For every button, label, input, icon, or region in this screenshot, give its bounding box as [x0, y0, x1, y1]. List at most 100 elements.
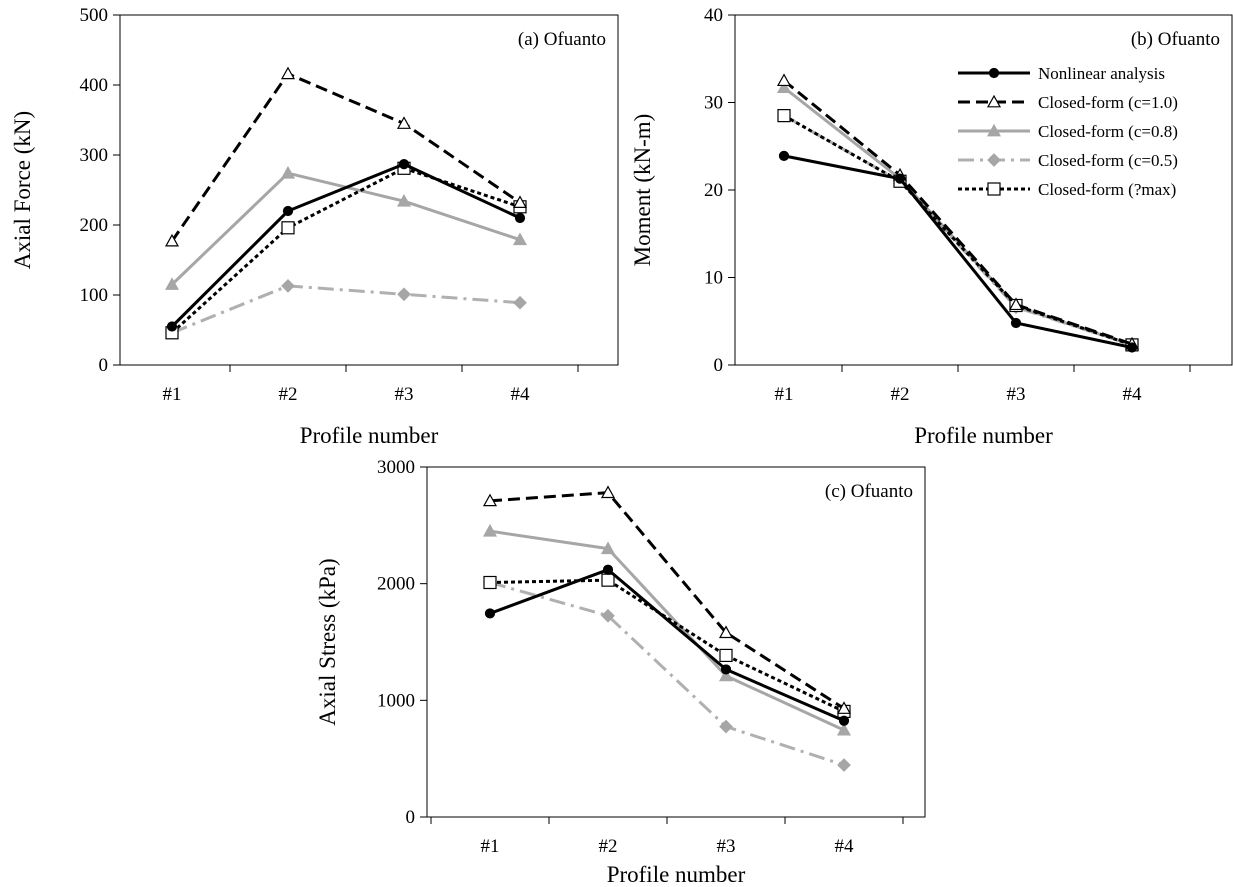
- series-1-point: [720, 664, 732, 675]
- series-2-point: [512, 195, 528, 208]
- series-line-3: [489, 529, 845, 732]
- series-4-point: [837, 758, 851, 772]
- plot-area-frame: [426, 466, 926, 818]
- series-4-point: [281, 279, 295, 293]
- legend-swatch-marker: [988, 67, 1000, 79]
- x-tick-label: #3: [1007, 384, 1026, 405]
- series-2-point: [776, 73, 792, 87]
- chart-panel-1: 0 100 200 300 400 500 #1 #2 #3 #4 Profile number Ax…: [10, 5, 619, 448]
- series-line-5: [783, 114, 1133, 347]
- x-tick-label: #2: [279, 384, 298, 405]
- series-5-point: [777, 109, 791, 123]
- y-tick-label: 0: [99, 355, 109, 376]
- x-tick-label: #3: [717, 836, 736, 857]
- series-4-point: [397, 287, 411, 302]
- series-1-point: [514, 212, 526, 224]
- legend-label: Nonlinear analysis: [1038, 64, 1165, 83]
- series-1-point: [1126, 342, 1138, 353]
- series-3-point: [718, 668, 734, 682]
- series-line-2: [170, 72, 521, 242]
- series-1-point: [894, 173, 906, 184]
- chart-panel-3: 0 1000 2000 3000 #1 #2 #3 #4 Profile number Axial…: [315, 457, 926, 887]
- series-2-point: [396, 116, 412, 129]
- x-tick-label: #4: [835, 836, 855, 857]
- y-tick-label: 300: [80, 145, 109, 166]
- panel-title: (b) Ofuanto: [1131, 29, 1220, 50]
- series-2-point: [1008, 297, 1024, 311]
- chart-panel-2: 0 10 20 30 40 #1 #2 #3 #4 Profile number Moment (k…: [630, 5, 1233, 448]
- series-1-point: [398, 159, 410, 170]
- series-line-3: [170, 171, 521, 286]
- y-axis-label: Moment (kN-m): [630, 114, 655, 267]
- series-line-2: [489, 491, 845, 710]
- y-tick-label: 400: [80, 75, 109, 96]
- series-3-point: [396, 193, 412, 207]
- series-4-point: [601, 608, 615, 623]
- y-tick-label: 0: [406, 807, 416, 828]
- legend-label: Closed-form (?max): [1038, 180, 1176, 199]
- y-tick-label: 100: [80, 285, 109, 306]
- y-axis-label: Axial Stress (kPa): [315, 558, 340, 725]
- series-3-point: [776, 80, 792, 94]
- plot-area-frame: [119, 14, 619, 366]
- y-tick-label: 2000: [377, 574, 415, 595]
- legend: Nonlinear analysis Closed-form (c=1.0) Clo…: [958, 64, 1178, 199]
- y-tick-label: 1000: [377, 690, 415, 711]
- series-line-4: [783, 114, 1133, 347]
- series-line-1: [783, 154, 1133, 349]
- legend-label: Closed-form (c=1.0): [1038, 93, 1178, 112]
- x-axis-label: Profile number: [607, 862, 746, 887]
- x-tick-label: #2: [891, 384, 910, 405]
- series-1-point: [282, 205, 294, 217]
- series-3-point: [600, 541, 616, 555]
- x-tick-label: #1: [775, 384, 794, 405]
- series-1-point: [778, 150, 790, 161]
- series-1-point: [602, 564, 614, 575]
- y-tick-label: 200: [80, 215, 109, 236]
- x-tick-label: #4: [511, 384, 531, 405]
- x-tick-label: #1: [481, 836, 500, 857]
- x-tick-label: #2: [599, 836, 618, 857]
- legend-label: Closed-form (c=0.8): [1038, 122, 1178, 141]
- series-line-4: [489, 581, 845, 767]
- series-line-1: [170, 162, 521, 328]
- legend-swatch-marker: [987, 153, 1001, 167]
- series-line-2: [783, 79, 1133, 346]
- series-1-point: [166, 321, 178, 332]
- y-tick-label: 0: [714, 355, 724, 376]
- series-2-point: [600, 485, 616, 499]
- series-line-5: [170, 166, 521, 334]
- y-tick-label: 500: [80, 5, 109, 26]
- series-2-point: [718, 625, 734, 639]
- panel-title: (c) Ofuanto: [825, 481, 913, 502]
- series-3-point: [512, 232, 528, 246]
- y-tick-label: 40: [704, 5, 723, 26]
- panel-title: (a) Ofuanto: [518, 29, 606, 50]
- series-3-point: [280, 165, 296, 179]
- legend-swatch-marker: [986, 123, 1002, 137]
- series-5-point: [483, 575, 497, 590]
- series-2-point: [836, 701, 852, 714]
- legend-swatch-marker: [987, 182, 1001, 196]
- series-5-point: [719, 648, 733, 663]
- x-axis-label: Profile number: [300, 423, 439, 448]
- series-1-point: [838, 715, 850, 726]
- y-tick-label: 20: [704, 180, 723, 201]
- series-line-4: [171, 284, 521, 335]
- series-4-point: [719, 719, 733, 734]
- series-line-5: [489, 578, 845, 713]
- series-3-point: [164, 277, 180, 290]
- legend-swatch-marker: [986, 94, 1002, 108]
- legend-label: Closed-form (c=0.5): [1038, 151, 1178, 170]
- series-3-point: [482, 523, 498, 537]
- x-tick-label: #3: [395, 384, 414, 405]
- y-tick-label: 30: [704, 93, 723, 114]
- y-axis-label: Axial Force (kN): [10, 111, 35, 269]
- series-1-point: [1010, 317, 1022, 329]
- series-3-point: [836, 722, 852, 736]
- series-2-point: [280, 66, 296, 80]
- x-tick-label: #1: [163, 384, 182, 405]
- series-line-1: [489, 568, 845, 723]
- series-5-point: [281, 221, 295, 235]
